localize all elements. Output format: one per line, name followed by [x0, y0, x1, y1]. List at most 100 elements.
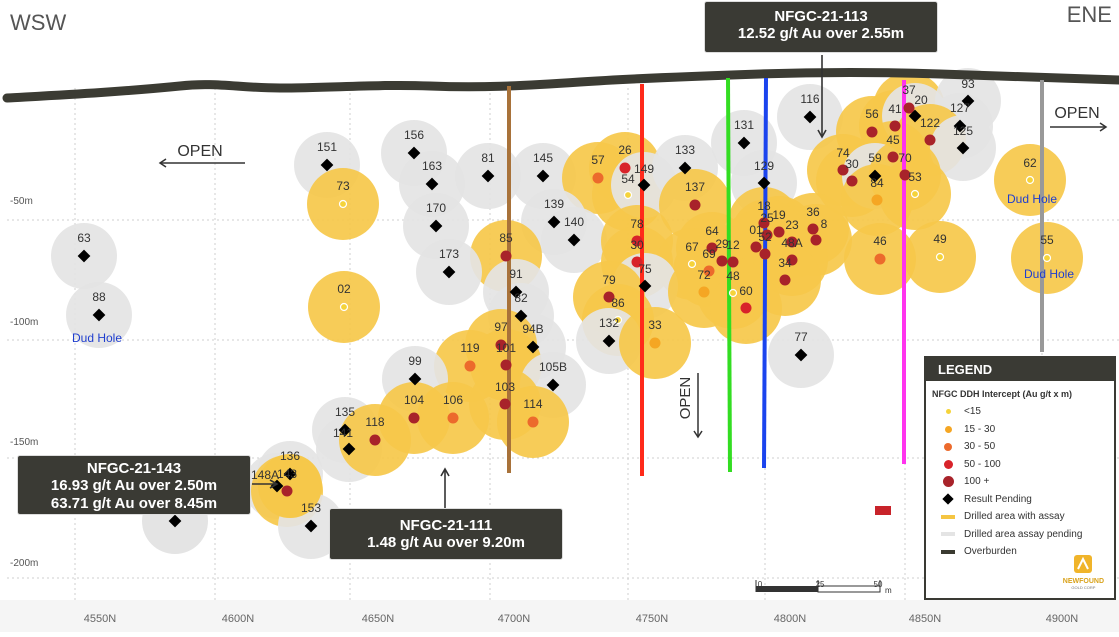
hole-label: 129 — [754, 159, 774, 173]
intercept-dot — [924, 134, 936, 146]
drill-hole-01: 01 — [749, 223, 763, 253]
hole-label: 141 — [333, 426, 353, 440]
hole-label: 125 — [953, 124, 973, 138]
hole-label: 101 — [496, 341, 516, 355]
hole-label: 133 — [675, 143, 695, 157]
callout-line: NFGC-21-113 — [774, 8, 868, 25]
intercept-dot — [750, 241, 762, 253]
drill-hole-103: 103 — [495, 380, 515, 410]
pending-diamond — [338, 423, 352, 437]
drill-hole-135: 135 — [335, 405, 355, 437]
hole-label: 153 — [301, 501, 321, 515]
legend-symbol — [936, 532, 960, 537]
intercept-dot — [846, 175, 858, 187]
hole-label: 30 — [630, 238, 644, 252]
hole-label: 73 — [336, 179, 350, 193]
hole-label: 36 — [806, 205, 820, 219]
hole-label: 46 — [873, 234, 887, 248]
intercept-dot — [887, 151, 899, 163]
intercept-dot — [706, 242, 718, 254]
drill-hole-151: 151 — [317, 140, 337, 172]
legend-item: Result Pending — [926, 491, 1114, 509]
axis-strip — [0, 600, 1119, 632]
hole-label: 139 — [544, 197, 564, 211]
drill-hole-173: 173 — [439, 247, 459, 279]
intercept-dot — [619, 162, 631, 174]
intercept-dot — [899, 169, 911, 181]
drill-hole-70: 70 — [898, 151, 912, 181]
pending-diamond — [408, 372, 422, 386]
hole-label: 77 — [794, 330, 808, 344]
legend-symbol — [936, 514, 960, 519]
intercept-dot — [631, 256, 643, 268]
intercept-dot — [527, 416, 539, 428]
drill-hole-30: 30 — [630, 238, 644, 268]
intercept-dot — [903, 102, 915, 114]
intercept-dot — [786, 236, 798, 248]
drill-hole-143: 143 — [277, 467, 297, 497]
drill-hole-26: 26 — [618, 143, 632, 174]
northing-label: 4850N — [909, 613, 941, 625]
scale-tick-25: 25 — [816, 580, 825, 589]
hole-label: 52 — [758, 230, 772, 244]
hole-label: 53 — [908, 170, 922, 184]
open-label-vertical: OPEN — [677, 377, 694, 420]
direction-wsw: WSW — [10, 10, 66, 35]
hole-label: 99 — [408, 354, 422, 368]
drill-hole-62: 62 — [1023, 156, 1037, 185]
hole-label: 48A — [781, 236, 802, 250]
callout-line: 1.48 g/t Au over 9.20m — [367, 534, 525, 552]
hole-label: 104 — [404, 393, 424, 407]
hole-label: 81 — [481, 151, 495, 165]
drill-hole-53: 53 — [908, 170, 922, 199]
intercept-dot — [837, 164, 849, 176]
intercept-dot — [464, 360, 476, 372]
drill-hole-60: 60 — [739, 284, 753, 314]
drill-hole-46: 46 — [873, 234, 887, 265]
hole-label: 20 — [914, 93, 928, 107]
legend-item: 100 + — [926, 473, 1114, 491]
hole-label: 70 — [898, 151, 912, 165]
hole-label: 64 — [705, 224, 719, 238]
dud-hole-label: Dud Hole — [1007, 192, 1057, 206]
intercept-dot — [716, 255, 728, 267]
intercept-dot — [649, 337, 661, 349]
open-label-left: OPEN — [177, 143, 222, 160]
drill-hole-136: 136 — [280, 449, 300, 481]
hole-label: 85 — [499, 231, 513, 245]
hole-label: 63 — [77, 231, 91, 245]
hole-label: 173 — [439, 247, 459, 261]
northing-label: 4550N — [84, 613, 116, 625]
drill-hole-73: 73 — [336, 179, 350, 209]
legend-symbol — [936, 549, 960, 554]
hole-label: 94B — [522, 322, 543, 336]
northing-label: 4750N — [636, 613, 668, 625]
northing-label: 4800N — [774, 613, 806, 625]
legend-label: Drilled area assay pending — [964, 528, 1083, 540]
legend-symbol — [936, 442, 960, 451]
hole-label: 106 — [443, 393, 463, 407]
drill-hole-18: 18 — [757, 199, 771, 229]
hole-label: 170 — [426, 201, 446, 215]
hole-label: 93 — [961, 77, 975, 91]
hole-label: 26 — [618, 143, 632, 157]
drill-hole-48a: 48A — [781, 236, 803, 266]
hole-label: 74 — [836, 146, 850, 160]
hole-label: 12 — [726, 238, 740, 252]
legend-label: Overburden — [964, 546, 1017, 558]
hole-label: 91 — [509, 267, 523, 281]
callout-arrows — [252, 55, 827, 508]
pending-diamond — [481, 169, 495, 183]
callout-line: NFGC-21-111 — [399, 517, 493, 534]
legend-label: Drilled area with assay — [964, 511, 1065, 523]
legend-symbol — [936, 476, 960, 488]
drill-hole-81: 81 — [481, 151, 495, 183]
hole-label: 86 — [611, 296, 625, 310]
hole-label: 78 — [630, 217, 644, 231]
intercept-dot — [889, 120, 901, 132]
legend-title: LEGEND — [926, 358, 1114, 381]
depth-label: -200m — [10, 558, 38, 569]
hole-label: 59 — [868, 151, 882, 165]
drill-hole-33: 33 — [648, 318, 662, 349]
hole-label: 55 — [1040, 233, 1054, 247]
